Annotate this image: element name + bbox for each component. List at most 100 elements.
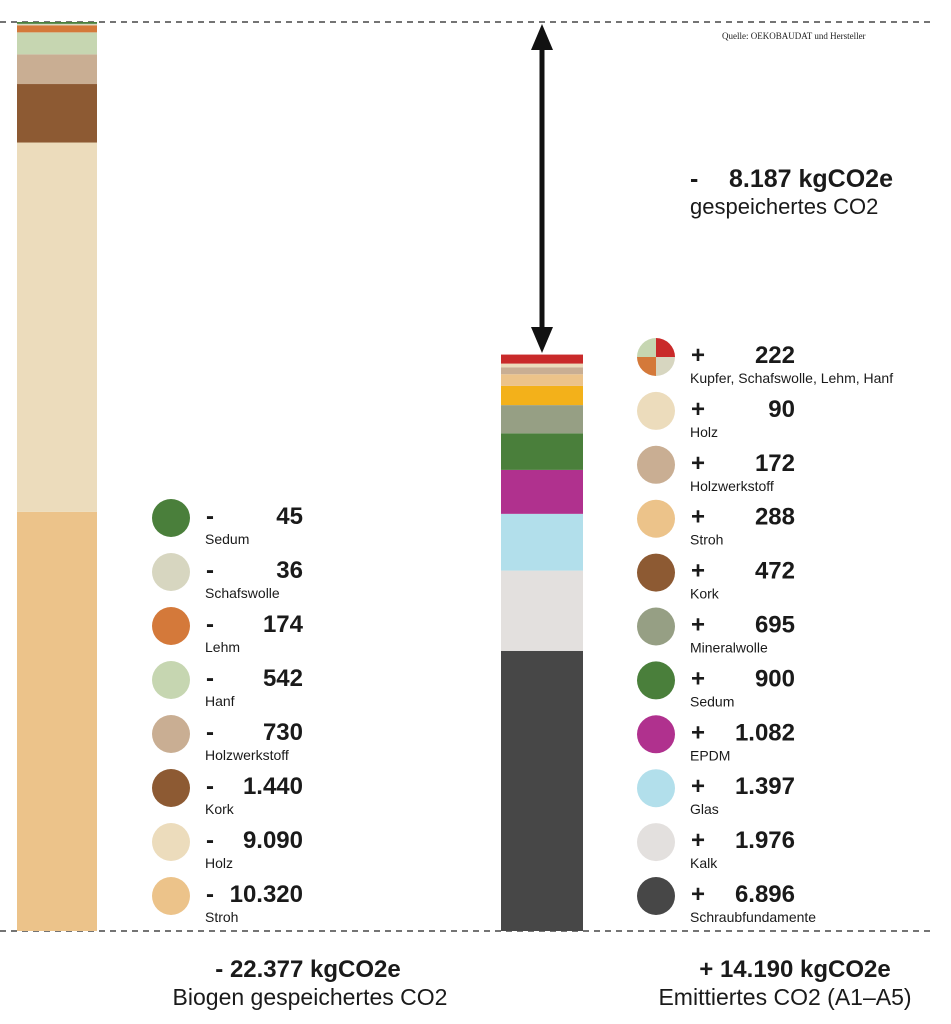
legend-label: Sedum [205,531,249,547]
legend-value: 1.976 [735,827,795,854]
emitted-total-value: + 14.190 kgCO2e [699,956,890,983]
emitted-segment-sedum [501,433,583,470]
legend-label: Kork [690,586,720,602]
emitted-segment-epdm [501,469,583,514]
biogenic-legend-item-holz: - 9.090 Holz [152,823,303,871]
legend-label: Lehm [205,639,240,655]
legend-color-dot [152,715,190,753]
biogenic-segment-holzwerkstoff [17,54,97,85]
legend-sign: - [206,827,214,854]
legend-label: Schafswolle [205,585,280,601]
emitted-segment-kalk [501,570,583,651]
legend-sign: + [691,773,705,800]
biogenic-stored-bar [17,22,97,931]
material-mix-pie [637,338,675,376]
legend-sign: - [206,773,214,800]
stored-co2-sign: - [690,165,698,193]
legend-color-dot [152,823,190,861]
legend-label: Kupfer, Schafswolle, Lehm, Hanf [690,370,893,386]
material-mix-pie-slice [637,338,656,357]
legend-sign: - [206,611,214,638]
legend-value: 6.896 [735,881,795,908]
legend-sign: + [691,612,705,639]
legend-value: 1.082 [735,719,795,746]
emitted-legend-item-sedum: +900 Sedum [637,661,795,709]
legend-sign: + [691,558,705,585]
legend-value: 222 [755,342,795,369]
emitted-legend-item-epdm: +1.082 EPDM [637,715,795,763]
stored-co2-label: gespeichertes CO2 [690,194,878,219]
legend-color-dot [637,445,675,484]
legend-value: 1.440 [243,773,303,800]
legend-color-dot [152,499,190,537]
material-mix-pie-slice [637,357,656,376]
emitted-legend-item-kork: +472 Kork [637,553,795,602]
source-note: Quelle: OEKOBAUDAT und Hersteller [722,31,866,41]
emitted-segment-glas [501,513,583,571]
biogenic-legend-item-hanf: - 542 Hanf [152,661,303,709]
legend-color-dot [637,715,675,754]
legend-value: 9.090 [243,827,303,854]
legend-sign: + [691,827,705,854]
emitted-legend-item-glas: +1.397 Glas [637,769,795,817]
legend-color-dot [152,607,190,645]
legend-color-dot [637,661,675,700]
legend-label: Stroh [205,909,238,925]
emitted-segment-stroh [501,374,583,386]
legend-label: Schraubfundamente [690,909,816,925]
legend-color-dot [637,391,675,430]
legend-sign: + [691,881,705,908]
legend-color-dot [637,769,675,808]
legend-value: 10.320 [230,881,303,908]
biogenic-segment-sedum [17,22,97,24]
material-mix-pie-slice [656,338,675,357]
legend-color-dot [637,877,675,915]
biogenic-total-value: - 22.377 kgCO2e [215,956,400,983]
biogenic-legend-item-sedum: - 45 Sedum [152,499,303,547]
stored-co2-amount: 8.187 kgCO2e [729,165,893,193]
legend-color-dot [152,553,190,591]
legend-color-dot [152,769,190,807]
emitted-legend-item-holz: +90 Holz [637,391,795,440]
legend-value: 172 [755,450,795,477]
legend-sign: + [691,719,705,746]
legend-sign: + [691,504,705,531]
legend-value: 174 [263,611,304,638]
biogenic-legend-item-lehm: - 174 Lehm [152,607,304,655]
legend-label: Holzwerkstoff [205,747,289,763]
emitted-co2-bar [501,354,583,931]
emitted-total-label: Emittiertes CO2 (A1–A5) [658,984,911,1010]
biogenic-segment-kork [17,84,97,143]
legend-label: Stroh [690,532,723,548]
legend-color-dot [152,661,190,699]
emitted-legend-item-kalk: +1.976 Kalk [637,823,795,871]
emitted-segment-schraubfundamente [501,650,583,931]
biogenic-segment-schafswolle [17,23,97,26]
legend-label: Kalk [690,855,718,871]
legend-label: Hanf [205,693,235,709]
legend-sign: + [691,450,705,477]
legend-label: Mineralwolle [690,640,768,656]
legend-color-dot [637,553,675,592]
legend-value: 695 [755,612,795,639]
legend-value: 730 [263,719,303,746]
legend-sign: - [206,557,214,584]
emitted-legend-item-stroh: +288 Stroh [637,499,795,548]
legend-value: 36 [276,557,303,584]
legend-color-dot [152,877,190,915]
legend-value: 288 [755,504,795,531]
legend-sign: + [691,665,705,692]
biogenic-segment-lehm [17,25,97,33]
material-mix-pie-slice [656,357,675,376]
legend-value: 900 [755,665,795,692]
legend-value: 472 [755,558,795,585]
